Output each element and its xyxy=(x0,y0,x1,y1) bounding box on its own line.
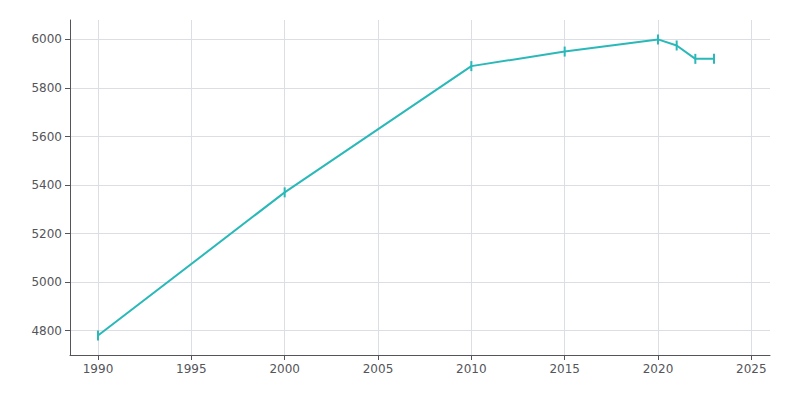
svg-text:6000: 6000 xyxy=(31,32,62,46)
svg-text:1990: 1990 xyxy=(83,362,114,376)
svg-text:1995: 1995 xyxy=(176,362,207,376)
svg-text:5800: 5800 xyxy=(31,81,62,95)
svg-text:2015: 2015 xyxy=(549,362,580,376)
svg-text:5600: 5600 xyxy=(31,130,62,144)
svg-text:5200: 5200 xyxy=(31,227,62,241)
svg-text:2020: 2020 xyxy=(643,362,674,376)
svg-text:2005: 2005 xyxy=(363,362,394,376)
svg-text:2000: 2000 xyxy=(269,362,300,376)
svg-text:5000: 5000 xyxy=(31,275,62,289)
svg-text:2025: 2025 xyxy=(736,362,767,376)
svg-text:2010: 2010 xyxy=(456,362,487,376)
svg-text:5400: 5400 xyxy=(31,178,62,192)
svg-text:4800: 4800 xyxy=(31,324,62,338)
